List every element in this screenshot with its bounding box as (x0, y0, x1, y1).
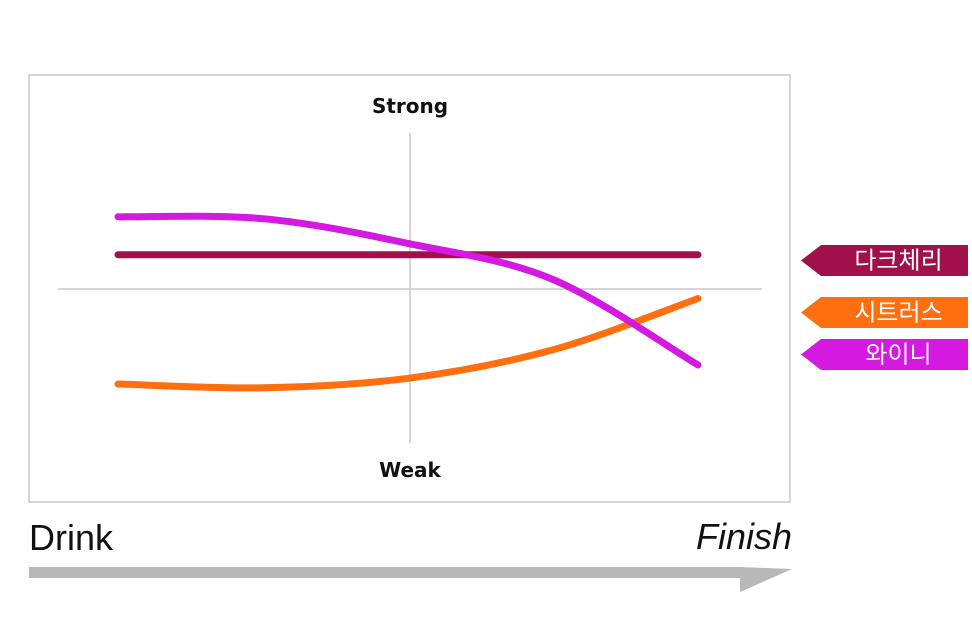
legend-item-3: 와이니 (801, 339, 968, 370)
y-top-label: Strong (372, 94, 448, 118)
x-start-label: Drink (29, 517, 114, 558)
legend-label: 다크체리 (854, 247, 942, 275)
legend-item-2: 시트러스 (801, 297, 968, 328)
legend-item-1: 다크체리 (801, 245, 968, 276)
y-bottom-label: Weak (379, 458, 441, 482)
x-end-label: Finish (696, 516, 792, 557)
legend-tag (801, 245, 968, 276)
legend-label: 시트러스 (854, 299, 942, 327)
legend-tag (801, 297, 968, 328)
progress-arrow (29, 567, 792, 592)
series-layer (114, 212, 702, 392)
legend-tag (801, 339, 968, 370)
series-line-3 (114, 212, 702, 369)
legend-label: 와이니 (865, 341, 931, 369)
series-line-2 (114, 295, 702, 392)
